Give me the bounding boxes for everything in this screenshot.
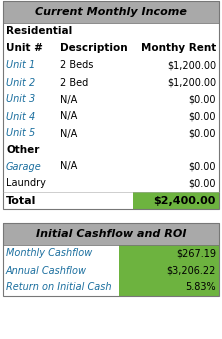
Bar [133, 192, 219, 209]
Text: N/A: N/A [60, 112, 77, 121]
Bar [119, 279, 219, 296]
Text: Return on Initial Cash: Return on Initial Cash [6, 282, 111, 293]
Text: $0.00: $0.00 [188, 95, 216, 104]
Text: $3,206.22: $3,206.22 [167, 265, 216, 276]
Text: Unit 1: Unit 1 [6, 60, 35, 71]
Text: $0.00: $0.00 [188, 112, 216, 121]
Bar [3, 1, 219, 23]
Text: Total: Total [6, 196, 36, 205]
Text: Monthy Rent: Monthy Rent [141, 43, 216, 53]
Text: 2 Bed: 2 Bed [60, 78, 88, 87]
Text: Laundry: Laundry [6, 179, 46, 188]
Bar [119, 245, 219, 262]
Text: $1,200.00: $1,200.00 [167, 78, 216, 87]
Text: Garage: Garage [6, 161, 42, 172]
Bar [3, 1, 219, 209]
Text: Unit #: Unit # [6, 43, 43, 53]
Text: 5.83%: 5.83% [185, 282, 216, 293]
Text: Unit 3: Unit 3 [6, 95, 35, 104]
Text: Annual Cashflow: Annual Cashflow [6, 265, 87, 276]
Text: $1,200.00: $1,200.00 [167, 60, 216, 71]
Bar [3, 223, 219, 245]
Text: $2,400.00: $2,400.00 [154, 196, 216, 205]
Bar [119, 262, 219, 279]
Text: Unit 5: Unit 5 [6, 128, 35, 139]
Bar [3, 223, 219, 296]
Text: Other: Other [6, 145, 39, 155]
Text: N/A: N/A [60, 95, 77, 104]
Text: 2 Beds: 2 Beds [60, 60, 93, 71]
Text: N/A: N/A [60, 128, 77, 139]
Text: $0.00: $0.00 [188, 128, 216, 139]
Text: Unit 2: Unit 2 [6, 78, 35, 87]
Text: Initial Cashflow and ROI: Initial Cashflow and ROI [36, 229, 186, 239]
Bar [3, 223, 219, 245]
Bar [3, 1, 219, 23]
Text: Unit 4: Unit 4 [6, 112, 35, 121]
Text: Monthly Cashflow: Monthly Cashflow [6, 248, 92, 259]
Text: N/A: N/A [60, 161, 77, 172]
Text: Description: Description [60, 43, 128, 53]
Text: Current Monthly Income: Current Monthly Income [35, 7, 187, 17]
Text: $267.19: $267.19 [176, 248, 216, 259]
Text: $0.00: $0.00 [188, 179, 216, 188]
Text: $0.00: $0.00 [188, 161, 216, 172]
Text: Residential: Residential [6, 26, 72, 36]
